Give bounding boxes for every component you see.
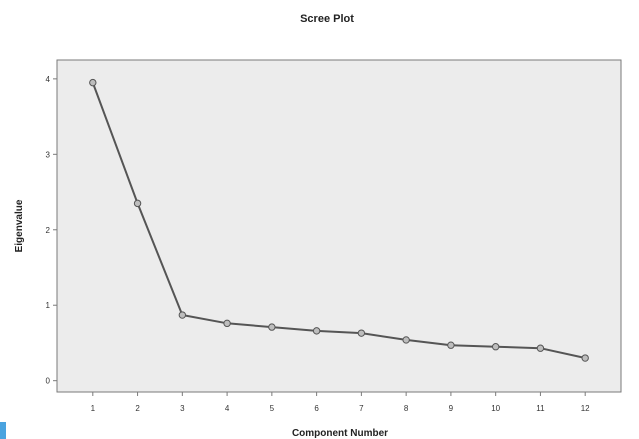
x-axis-label: Component Number <box>292 428 388 439</box>
x-tick-label-0: 1 <box>91 404 96 413</box>
x-tick-label-5: 6 <box>314 404 319 413</box>
x-tick-label-1: 2 <box>135 404 140 413</box>
data-point-3 <box>178 311 187 319</box>
chart-title: Scree Plot <box>300 13 354 25</box>
edge-accent-bar <box>0 422 6 439</box>
data-point-12 <box>581 354 589 362</box>
x-tick-label-11: 12 <box>581 404 590 413</box>
y-axis-label: Eigenvalue <box>14 199 25 252</box>
x-axis: 1 2 3 4 5 6 7 8 9 10 11 12 <box>91 392 590 413</box>
data-point-6 <box>312 327 321 335</box>
x-tick-label-7: 8 <box>404 404 409 413</box>
x-tick-label-6: 7 <box>359 404 364 413</box>
data-point-4 <box>223 319 231 328</box>
x-tick-label-2: 3 <box>180 404 185 413</box>
series-layer <box>89 78 589 362</box>
data-point-1 <box>89 78 97 87</box>
x-tick-label-8: 9 <box>449 404 454 413</box>
plot-area <box>56 59 622 393</box>
data-point-10 <box>491 343 500 351</box>
data-point-11 <box>536 344 545 352</box>
y-tick-label-3: 3 <box>46 150 51 159</box>
series-line-0 <box>91 82 586 359</box>
data-point-9 <box>447 341 455 349</box>
x-tick-label-9: 10 <box>491 404 500 413</box>
data-point-8 <box>402 336 410 344</box>
y-tick-label-1: 1 <box>46 301 51 310</box>
x-tick-label-10: 11 <box>536 404 545 413</box>
data-point-7 <box>357 329 366 337</box>
y-tick-label-4: 4 <box>46 75 51 84</box>
data-point-2 <box>133 199 142 208</box>
x-tick-label-4: 5 <box>270 404 275 413</box>
data-point-5 <box>268 323 276 331</box>
y-axis: 0 1 2 3 4 <box>46 75 57 386</box>
y-tick-label-2: 2 <box>46 226 51 235</box>
y-tick-label-0: 0 <box>46 377 51 386</box>
x-tick-label-3: 4 <box>225 404 230 413</box>
